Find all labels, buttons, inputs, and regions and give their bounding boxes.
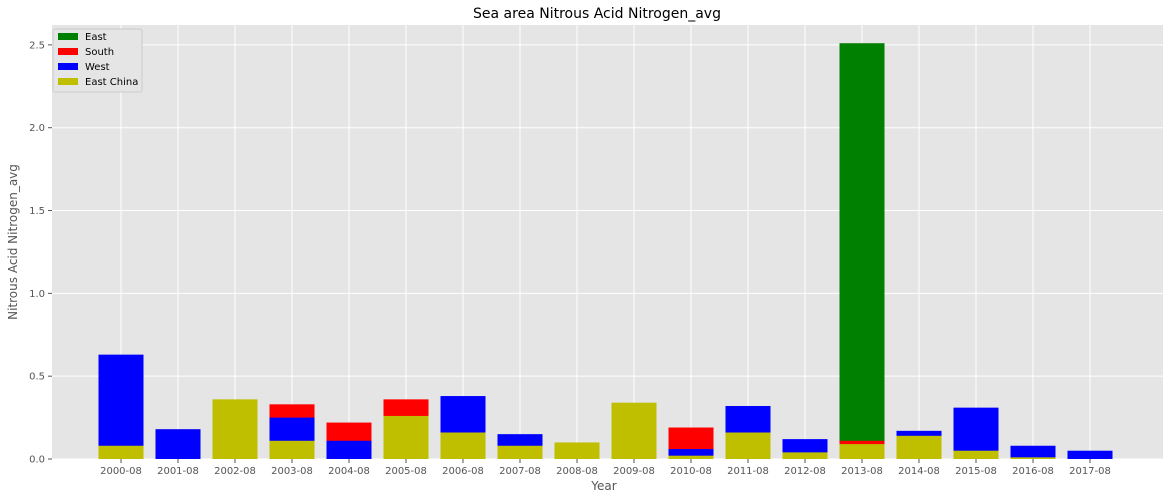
bar-east-china (668, 455, 714, 459)
x-tick-label: 2001-08 (157, 466, 199, 477)
bars (98, 43, 1113, 459)
x-tick-label: 2008-08 (556, 466, 598, 477)
x-tick-label: 2000-08 (100, 466, 142, 477)
legend: East South West East China (52, 28, 143, 93)
bar-east-china (953, 450, 999, 459)
x-tick-label: 2014-08 (898, 466, 940, 477)
y-tick-label: 2.0 (29, 123, 45, 134)
y-tick-label: 0.5 (29, 372, 45, 383)
x-axis-label: Year (590, 479, 616, 493)
bar-west (1010, 445, 1056, 459)
bar-east-china (839, 444, 885, 459)
x-tick-label: 2011-08 (727, 466, 769, 477)
y-tick-label: 1.0 (29, 289, 45, 300)
bar-west (668, 449, 714, 459)
bar-east-china (1010, 457, 1056, 459)
bar-east-china (269, 440, 315, 459)
x-tick-label: 2017-08 (1069, 466, 1111, 477)
plot-area (52, 25, 1163, 459)
bar-east-china (725, 432, 771, 459)
bar-west (953, 407, 999, 459)
legend-swatch-west (58, 63, 78, 70)
bar-west (326, 440, 372, 459)
legend-label-south: South (85, 47, 114, 58)
x-tick-label: 2007-08 (499, 466, 541, 477)
y-axis-ticks: 0.0 0.5 1.0 1.5 2.0 2.5 (29, 40, 52, 466)
bar-east-china (98, 445, 144, 459)
legend-label-west: West (85, 62, 110, 73)
legend-swatch-east-china (58, 78, 78, 85)
bar-east-china (554, 442, 600, 459)
legend-frame (52, 28, 143, 93)
bar-west (1067, 450, 1113, 459)
bar-east-china (896, 435, 942, 459)
bar-east-china (782, 452, 828, 459)
y-axis-label: Nitrous Acid Nitrogen_avg (6, 164, 20, 320)
x-tick-label: 2003-08 (271, 466, 313, 477)
x-tick-label: 2012-08 (784, 466, 826, 477)
chart-title: Sea area Nitrous Acid Nitrogen_avg (473, 6, 721, 22)
x-tick-label: 2013-08 (841, 466, 883, 477)
x-tick-label: 2004-08 (328, 466, 370, 477)
x-tick-label: 2010-08 (670, 466, 712, 477)
bar-west (98, 354, 144, 459)
legend-swatch-south (58, 48, 78, 55)
bar-east-china (440, 432, 486, 459)
bar-east (839, 43, 885, 459)
x-tick-label: 2016-08 (1012, 466, 1054, 477)
bar-east-china (383, 415, 429, 459)
legend-label-east-china: East China (85, 77, 138, 88)
x-axis-ticks: 2000-08 2001-08 2002-08 2003-08 2004-08 2005-… (100, 459, 1111, 477)
x-tick-label: 2015-08 (955, 466, 997, 477)
x-tick-label: 2009-08 (613, 466, 655, 477)
x-tick-label: 2005-08 (385, 466, 427, 477)
y-tick-label: 1.5 (29, 206, 45, 217)
y-tick-label: 2.5 (29, 40, 45, 51)
bar-west (155, 429, 201, 459)
legend-swatch-east (58, 33, 78, 40)
y-tick-label: 0.0 (29, 455, 45, 466)
x-tick-label: 2006-08 (442, 466, 484, 477)
bar-east-china (611, 402, 657, 459)
bar-east-china (212, 399, 258, 459)
bar-east-china (497, 445, 543, 459)
x-tick-label: 2002-08 (214, 466, 256, 477)
legend-label-east: East (85, 32, 107, 43)
